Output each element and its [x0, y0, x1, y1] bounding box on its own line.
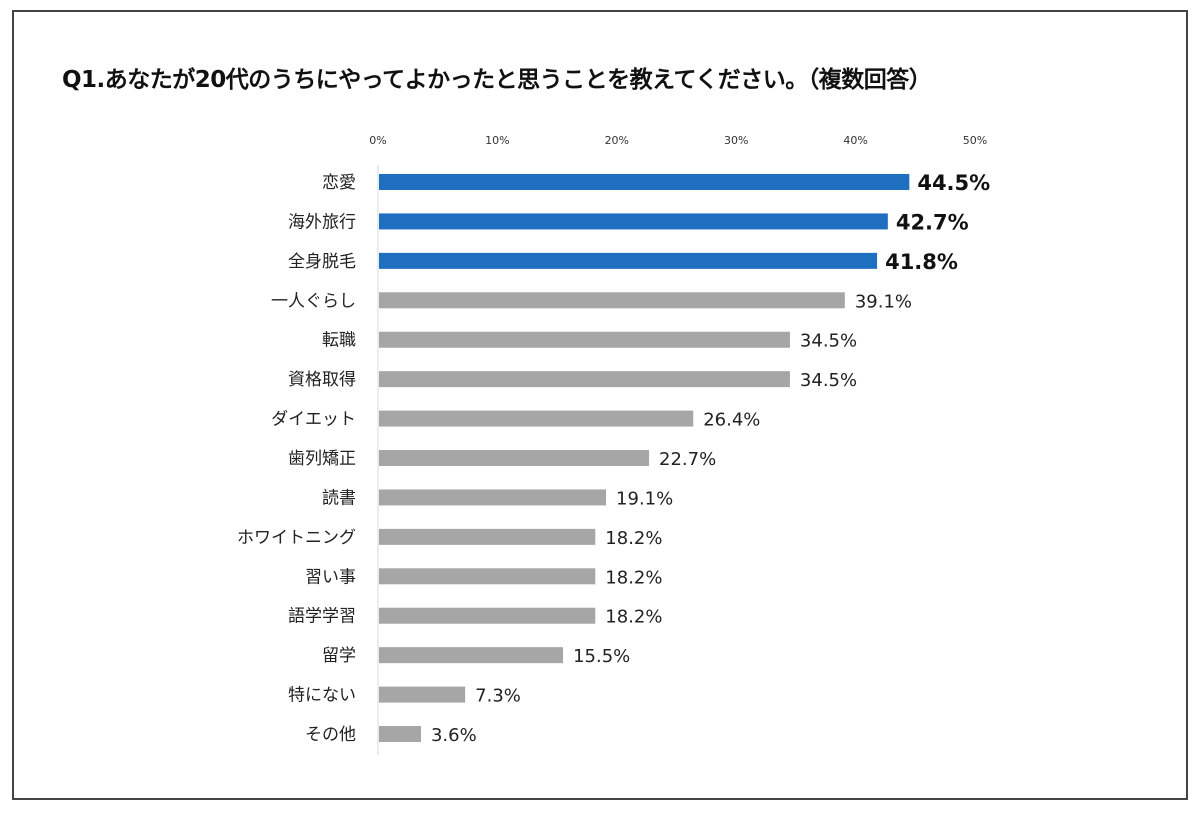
- data-label: 19.1%: [616, 488, 673, 509]
- bar: [379, 252, 878, 269]
- x-tick-label: 30%: [724, 134, 748, 147]
- x-tick-label: 20%: [605, 134, 629, 147]
- data-label: 22.7%: [659, 449, 716, 470]
- data-label: 18.2%: [605, 567, 662, 588]
- category-label: 語学学習: [288, 607, 356, 627]
- category-label: 習い事: [305, 567, 356, 587]
- data-label: 18.2%: [605, 607, 662, 628]
- bar: [379, 607, 596, 624]
- bar: [379, 647, 564, 664]
- x-tick-label: 40%: [843, 134, 867, 147]
- bar: [379, 371, 790, 388]
- bar: [379, 450, 650, 467]
- bar: [379, 331, 790, 348]
- bar: [379, 410, 694, 427]
- chart-frame: [12, 10, 1188, 800]
- x-tick-label: 0%: [369, 134, 386, 147]
- data-label: 34.5%: [800, 370, 857, 391]
- data-label: 41.8%: [885, 250, 958, 274]
- data-label: 18.2%: [605, 528, 662, 549]
- category-label: 資格取得: [288, 370, 356, 390]
- x-tick-label: 50%: [963, 134, 987, 147]
- bar: [379, 726, 421, 743]
- data-label: 44.5%: [917, 171, 990, 195]
- data-label: 34.5%: [800, 331, 857, 352]
- category-label: 全身脱毛: [288, 252, 356, 272]
- bar: [379, 489, 607, 506]
- category-label: ホワイトニング: [237, 528, 356, 548]
- category-label: その他: [305, 725, 356, 745]
- category-label: 読書: [322, 488, 356, 508]
- bar: [379, 174, 910, 190]
- category-label: 転職: [322, 331, 356, 351]
- category-label: 恋愛: [322, 172, 356, 193]
- category-label: 歯列矯正: [288, 449, 356, 469]
- data-label: 7.3%: [475, 686, 521, 707]
- bar: [379, 213, 888, 230]
- data-label: 15.5%: [573, 646, 630, 667]
- data-label: 26.4%: [703, 410, 760, 431]
- bar: [379, 292, 845, 309]
- data-label: 42.7%: [896, 210, 969, 234]
- x-tick-label: 10%: [485, 134, 509, 147]
- bar: [379, 528, 596, 545]
- data-label: 3.6%: [431, 725, 477, 746]
- category-label: 特にない: [288, 686, 356, 706]
- chart-title: Q1.あなたが20代のうちにやってよかったと思うことを教えてください。（複数回答…: [62, 67, 932, 93]
- bar: [379, 686, 466, 703]
- category-label: 一人ぐらし: [271, 291, 356, 311]
- bar: [379, 568, 596, 585]
- category-label: 海外旅行: [288, 212, 356, 232]
- category-label: 留学: [322, 646, 356, 666]
- category-label: ダイエット: [271, 410, 356, 430]
- data-label: 39.1%: [855, 291, 912, 312]
